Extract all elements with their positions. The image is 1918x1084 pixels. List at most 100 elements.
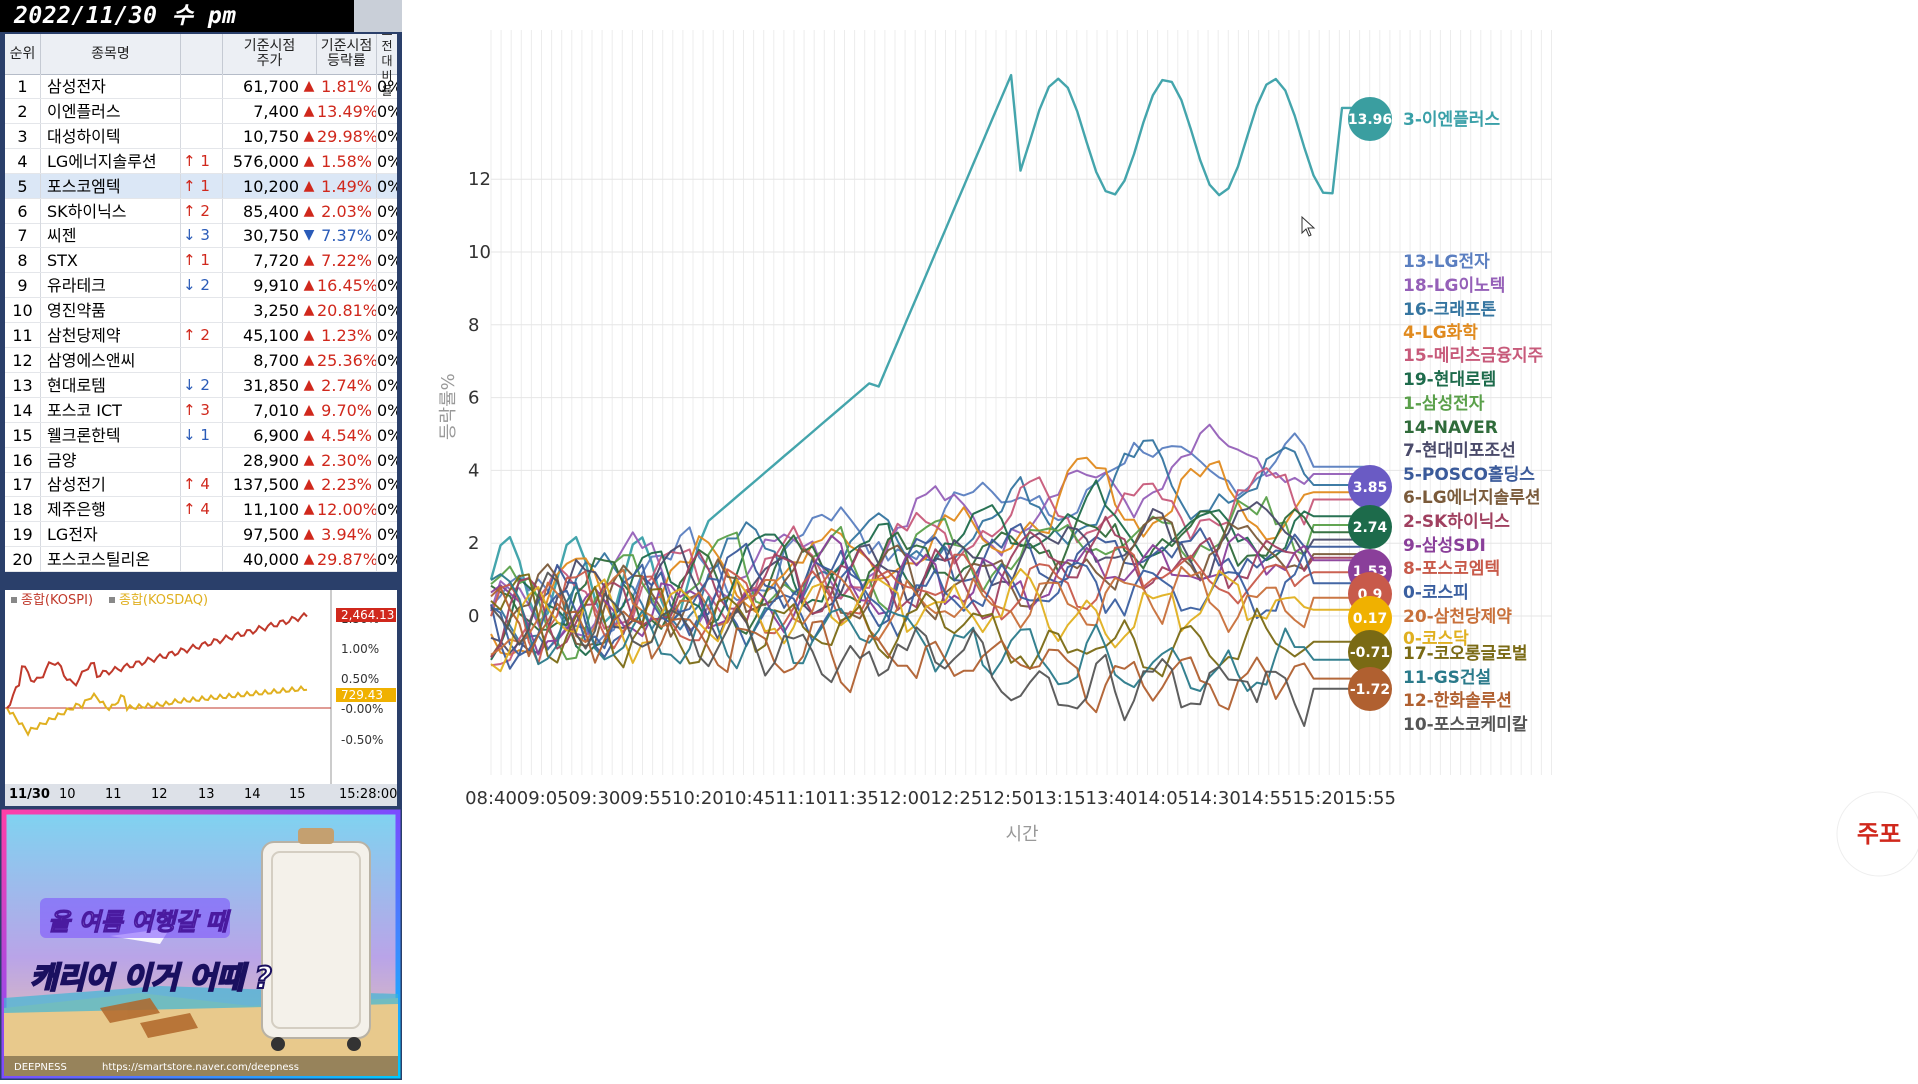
x-tick: 09:55 [620, 788, 672, 809]
rank-change-cell [181, 547, 223, 572]
price-cell: 10,750 [243, 126, 299, 146]
table-header: 순위 종목명 기준시점 주가 기준시점 등락률 30초 전 대비율 [5, 34, 397, 98]
col-30s[interactable]: 30초 전 대비율 [381, 34, 393, 98]
stock-name-cell: 포스코 ICT [41, 397, 181, 422]
bubble-value: -0.71 [1350, 645, 1390, 661]
direction-icon: ▲ [303, 551, 315, 568]
change-pct-cell: 1.49% [317, 173, 377, 198]
change-30s-cell: 0% [377, 226, 397, 246]
direction-icon: ▲ [303, 401, 315, 418]
index-x-tick: 13 [198, 787, 215, 802]
change-pct-cell: 2.23% [317, 472, 377, 497]
col-pct[interactable]: 기준시점 등락률 [317, 34, 377, 74]
change-30s-cell: 0% [377, 500, 397, 520]
table-row[interactable]: 7씨젠↓ 3 30,750▼7.37%0% [5, 223, 397, 249]
change-pct-cell: 3.94% [317, 522, 377, 547]
change-pct-cell: 7.37% [317, 223, 377, 248]
price-cell: 9,910 [253, 276, 299, 296]
rank-change-cell: ↑ 4 [181, 472, 223, 497]
y-tick: 0 [468, 606, 479, 627]
y-axis-label: 등락률% [438, 373, 459, 440]
x-axis-label: 시간 [1005, 824, 1038, 845]
index-y-tick: -0.50% [341, 733, 383, 747]
col-change[interactable] [181, 34, 223, 74]
top-toolbar: 2022/11/30 수 pm 03:28:38 [0, 0, 402, 61]
rank-cell: 6 [5, 198, 41, 223]
x-tick: 14:05 [1137, 788, 1189, 809]
price-cell: 28,900 [243, 450, 299, 470]
price-cell: 10,200 [243, 176, 299, 196]
series-label: 17-코오롱글로벌 [1403, 644, 1528, 664]
ad-headline-1: 올 여름 여행갈 때 [48, 908, 232, 936]
series-label: 15-메리츠금융지주 [1403, 346, 1544, 366]
col-rank[interactable]: 순위 [5, 34, 41, 74]
rank-cell: 9 [5, 273, 41, 298]
stock-name-cell: LG에너지솔루션 [41, 148, 181, 173]
change-30s-cell: 0% [377, 400, 397, 420]
bubble-value: -1.72 [1350, 682, 1390, 698]
stock-name-cell: 영진약품 [41, 298, 181, 323]
rank-cell: 4 [5, 148, 41, 173]
kosdaq-value: 729.43 [341, 688, 383, 702]
rank-cell: 8 [5, 248, 41, 273]
rank-cell: 16 [5, 447, 41, 472]
rank-change-cell: ↑ 3 [181, 397, 223, 422]
ad-url: https://smartstore.naver.com/deepness [102, 1062, 299, 1073]
change-pct-cell: 16.45% [317, 273, 377, 298]
series-label: 8-포스코엠텍 [1403, 559, 1500, 579]
change-30s-cell: 0% [377, 450, 397, 470]
change-30s-cell: 0% [377, 525, 397, 545]
col-price[interactable]: 기준시점 주가 [223, 34, 317, 74]
direction-icon: ▲ [303, 127, 315, 144]
change-pct-cell: 1.81% [317, 74, 377, 98]
logo-text: 주포 [1857, 820, 1901, 848]
value-bubble [1348, 97, 1392, 141]
kosdaq-legend: 종합(KOSDAQ) [119, 593, 208, 608]
value-bubble [1348, 596, 1392, 640]
x-tick: 12:25 [930, 788, 982, 809]
rank-change-cell: ↑ 2 [181, 323, 223, 347]
price-cell: 40,000 [243, 550, 299, 570]
stock-name-cell: 금양 [41, 447, 181, 472]
change-pct-cell: 4.54% [317, 422, 377, 447]
direction-icon: ▲ [303, 177, 315, 194]
rank-change-cell [181, 347, 223, 372]
direction-icon: ▼ [303, 227, 315, 244]
x-tick: 12:50 [982, 788, 1034, 809]
change-pct-cell: 29.87% [317, 547, 377, 572]
x-tick: 13:40 [1086, 788, 1138, 809]
series-line [490, 546, 1370, 665]
index-chart-bg [5, 590, 397, 784]
price-cell: 31,850 [243, 375, 299, 395]
series-label: 7-현대미포조선 [1403, 441, 1516, 461]
bubble-value: 2.74 [1353, 520, 1388, 536]
rank-change-cell: ↑ 4 [181, 497, 223, 522]
kosdaq-legend-icon [109, 597, 115, 603]
change-pct-cell: 29.98% [317, 123, 377, 148]
col-name[interactable]: 종목명 [41, 34, 181, 74]
price-cell: 11,100 [243, 500, 299, 520]
stock-name-cell: STX [41, 248, 181, 273]
rank-cell: 18 [5, 497, 41, 522]
ad-banner[interactable]: 올 여름 여행갈 때 캐리어 이거 어때 ? DEEPNESS https://… [0, 808, 402, 1080]
